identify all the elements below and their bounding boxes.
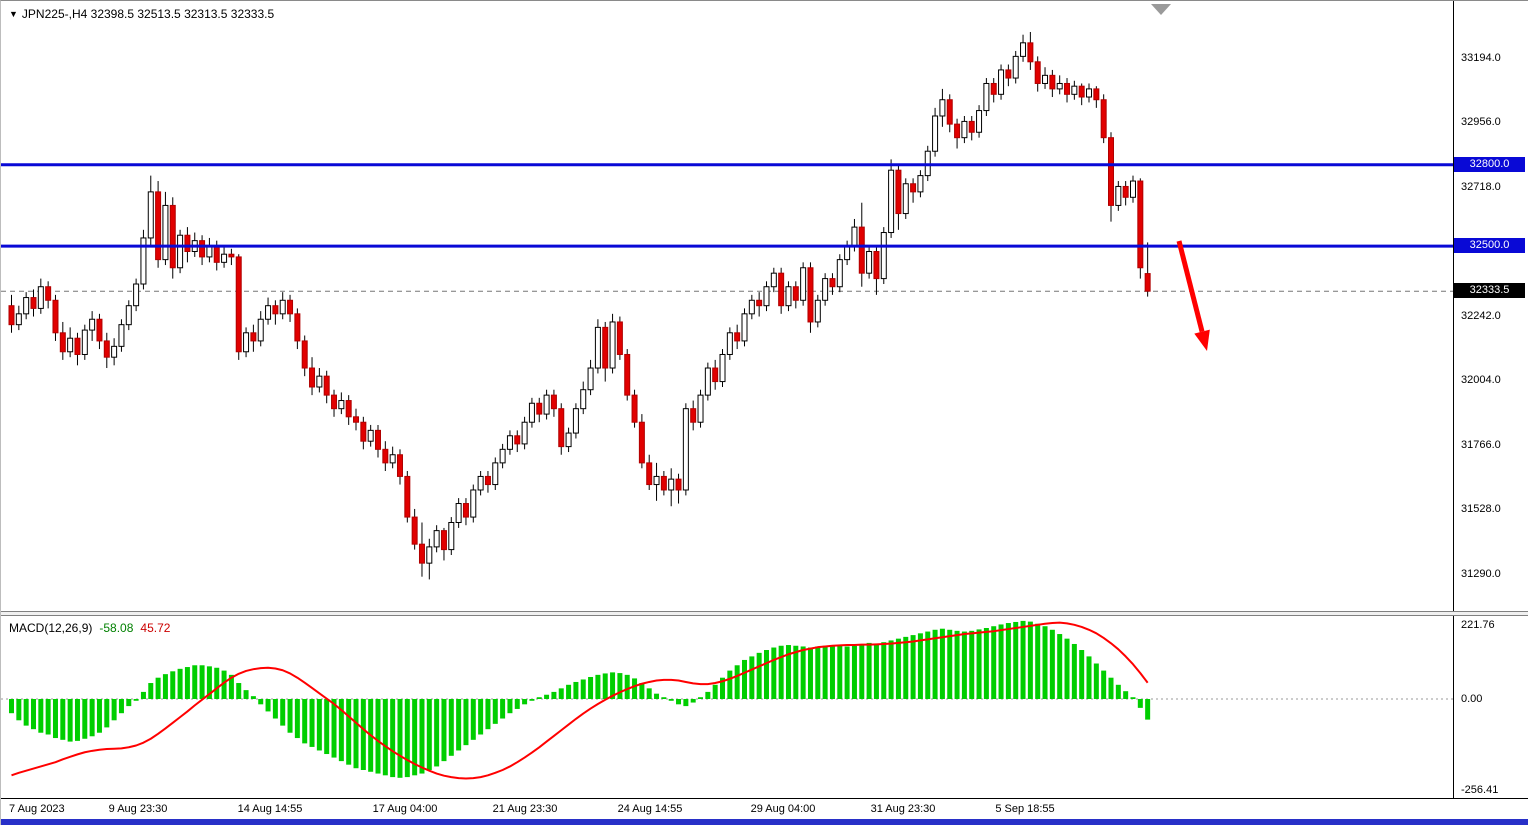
hline-tag[interactable]: 32800.0	[1454, 156, 1525, 172]
chart-ohlc-header: ▼ JPN225-,H4 32398.5 32513.5 32313.5 3233…	[9, 7, 274, 21]
macd-indicator-name: MACD(12,26,9)	[9, 621, 93, 635]
price-axis-label: 31766.0	[1461, 438, 1501, 451]
price-axis-label: 31290.0	[1461, 567, 1501, 580]
time-axis-label: 5 Sep 18:55	[995, 803, 1055, 815]
macd-histogram	[9, 620, 1151, 778]
macd-signal-line	[11, 621, 1149, 780]
price-axis-label: 32242.0	[1461, 309, 1501, 322]
hline-tag[interactable]: 32500.0	[1454, 238, 1525, 254]
price-axis-label: 32956.0	[1461, 116, 1501, 129]
time-axis-label: 14 Aug 14:55	[237, 803, 303, 815]
time-axis-label: 9 Aug 23:30	[108, 803, 168, 815]
chart-shift-marker-icon[interactable]	[1151, 4, 1171, 15]
time-axis-label: 17 Aug 04:00	[372, 803, 438, 815]
macd-main-value: -58.08	[99, 621, 134, 635]
symbol-period-label: JPN225-,H4	[21, 7, 88, 21]
time-axis-label: 31 Aug 23:30	[870, 803, 936, 815]
window-bottom-edge	[1, 819, 1528, 825]
last-price-tag: 32333.5	[1454, 283, 1525, 299]
macd-indicator-header: MACD(12,26,9) -58.08 45.72	[9, 621, 170, 635]
macd-axis-label: -256.41	[1461, 784, 1499, 797]
price-axis-label: 31528.0	[1461, 503, 1501, 516]
time-axis-label: 7 Aug 2023	[9, 803, 65, 815]
time-axis-label: 21 Aug 23:30	[492, 803, 558, 815]
price-axis-label: 32004.0	[1461, 374, 1501, 387]
trend-arrow-annotation[interactable]	[1176, 240, 1210, 351]
panel-splitter[interactable]	[1, 611, 1528, 616]
macd-signal-value: 45.72	[140, 621, 171, 635]
price-axis-label: 32718.0	[1461, 180, 1501, 193]
ohlc-values: 32398.5 32513.5 32313.5 32333.5	[90, 7, 275, 21]
time-axis-label: 29 Aug 04:00	[750, 803, 816, 815]
macd-axis-label: 0.00	[1461, 693, 1483, 705]
candles-series	[8, 31, 1151, 580]
macd-axis-label: 221.76	[1461, 619, 1495, 631]
symbol-dropdown-icon[interactable]: ▼	[9, 9, 18, 19]
price-axis-label: 33194.0	[1461, 52, 1501, 64]
time-axis-label: 24 Aug 14:55	[617, 803, 683, 815]
